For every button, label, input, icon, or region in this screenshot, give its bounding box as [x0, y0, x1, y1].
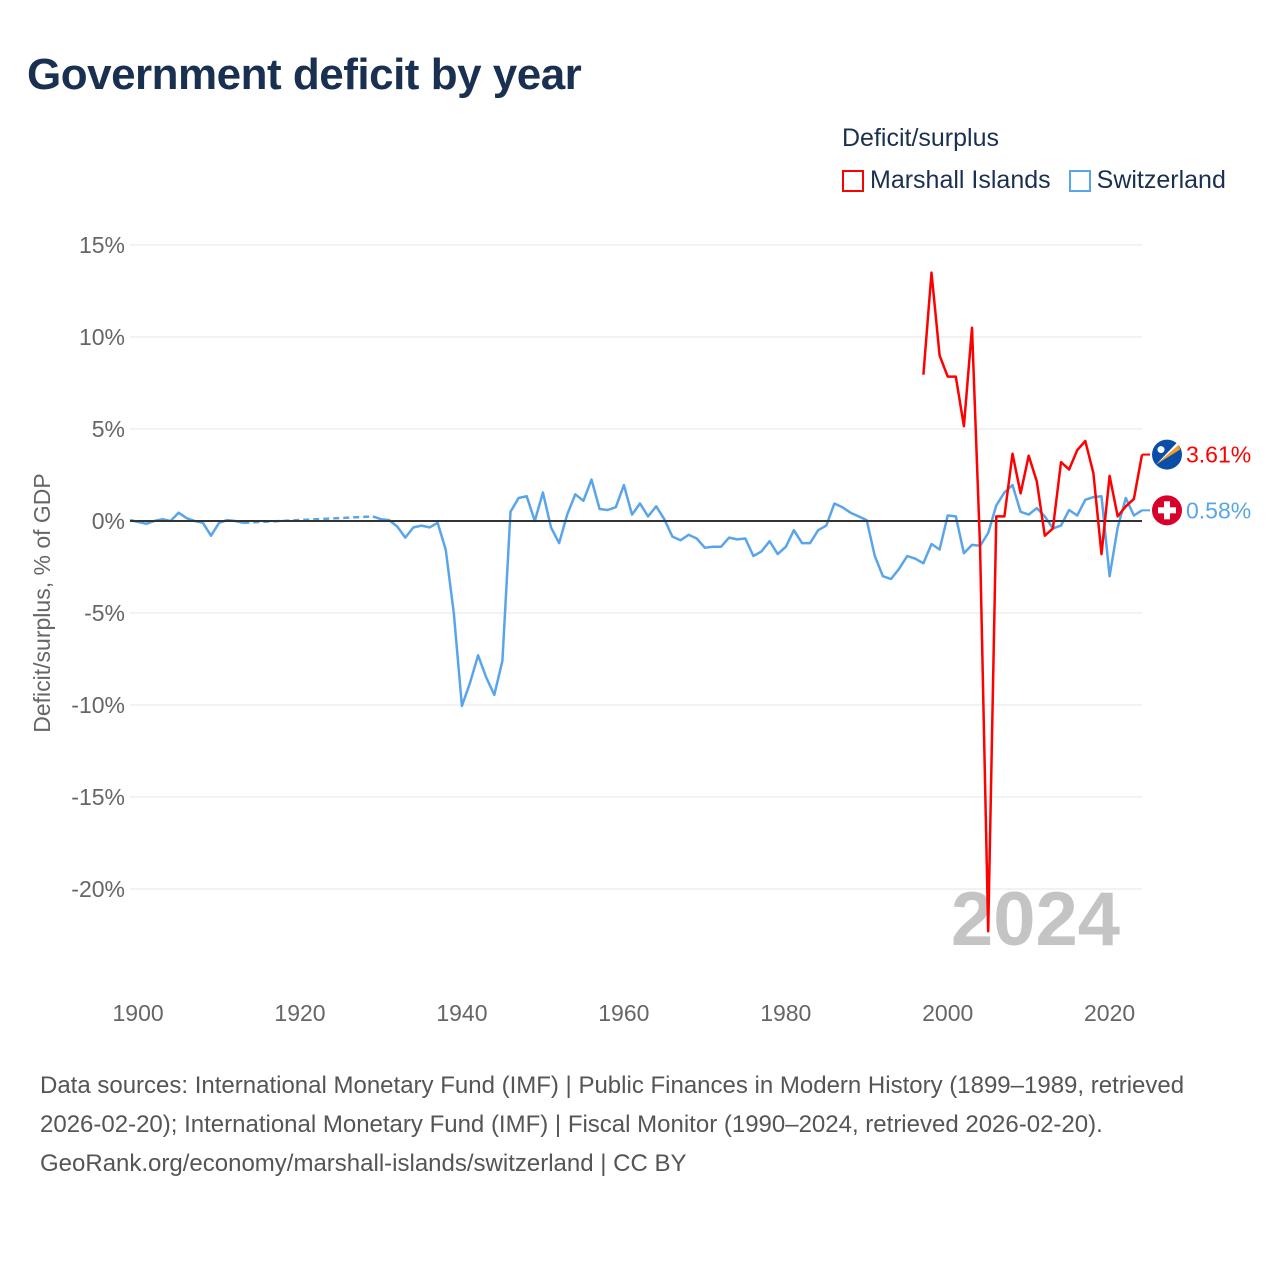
x-tick-label: 1960 [598, 1000, 649, 1026]
series-line-switzerland [129, 478, 1143, 708]
legend-swatch-marshall-islands [842, 169, 864, 192]
legend-label: Marshall Islands [870, 166, 1051, 194]
y-axis-label: Deficit/surplus, % of GDP [29, 473, 55, 732]
flag-stripe-white [1156, 442, 1179, 465]
credit-link[interactable]: GeoRank.org/economy/marshall-islands/swi… [40, 1150, 687, 1177]
x-tick-label: 1940 [436, 1000, 487, 1026]
legend-title: Deficit/surplus [842, 124, 999, 152]
legend-item-switzerland[interactable]: Switzerland [1068, 166, 1226, 195]
chart-area: 15% 10% 5% 0% -5% -10% -15% -20% 1900 1920 1940 196… [29, 232, 1251, 1026]
y-tick-label: -15% [71, 784, 125, 810]
x-tick-label: 2020 [1084, 1000, 1135, 1026]
year-watermark: 2024 [951, 877, 1120, 962]
flag-stripe-orange [1156, 444, 1180, 465]
page-title: Government deficit by year [27, 50, 582, 99]
y-tick-label: 0% [92, 508, 125, 534]
y-tick-label: -5% [84, 600, 125, 626]
end-value-label: 0.58% [1186, 497, 1251, 523]
data-sources: Data sources: International Monetary Fun… [40, 1072, 1185, 1138]
series-line-marshall-islands [922, 271, 1144, 933]
footer: Data sources: International Monetary Fun… [40, 1066, 1240, 1183]
flag-star [1157, 446, 1165, 454]
x-tick-label: 1980 [760, 1000, 811, 1026]
x-tick-label: 1920 [274, 1000, 325, 1026]
flag-cross-v [1164, 501, 1170, 520]
y-tick-label: 5% [92, 416, 125, 442]
x-tick-label: 2000 [922, 1000, 973, 1026]
legend-label: Switzerland [1096, 166, 1226, 194]
legend-item-marshall-islands[interactable]: Marshall Islands [842, 166, 1051, 195]
x-tick-label: 1900 [113, 1000, 164, 1026]
end-value-label: 3.61% [1186, 442, 1251, 468]
y-tick-label: 15% [79, 232, 125, 258]
legend-swatch-switzerland [1068, 169, 1091, 192]
y-tick-label: 10% [79, 324, 125, 350]
y-tick-label: -10% [71, 692, 125, 718]
legend: Marshall Islands Switzerland [842, 166, 1226, 195]
y-tick-label: -20% [71, 876, 125, 902]
